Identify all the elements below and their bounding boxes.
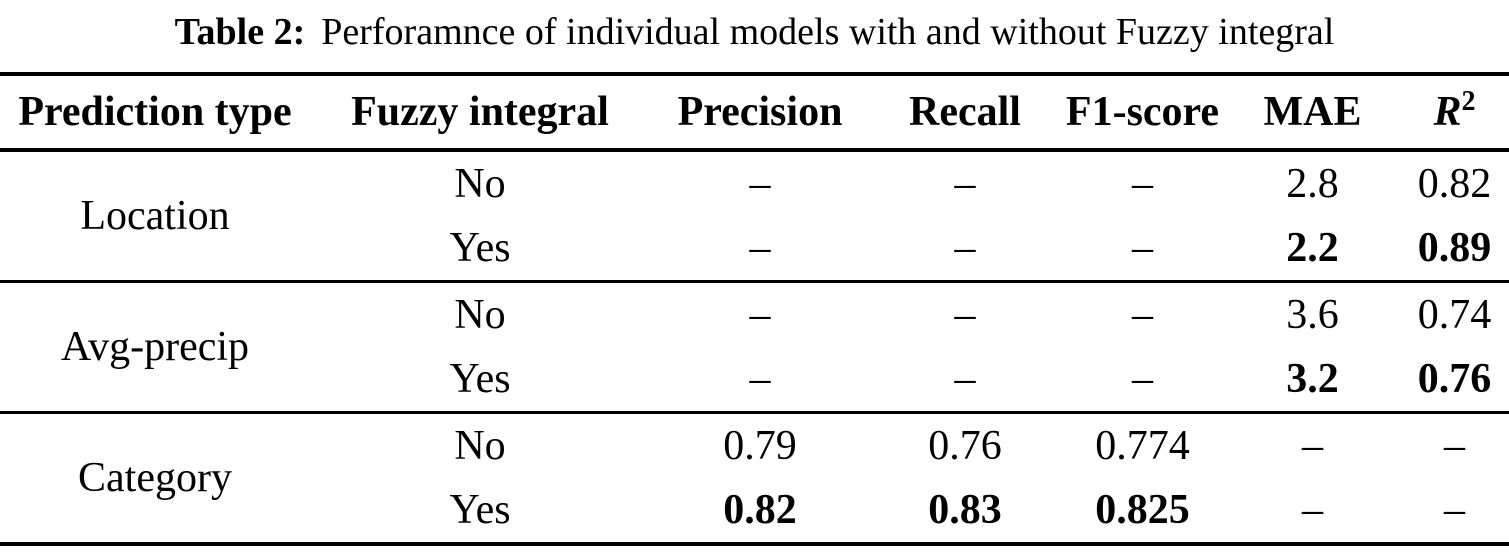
cell-fuzzy-integral: No — [454, 161, 506, 207]
r-squared-exponent: 2 — [1461, 86, 1476, 117]
column-header-prediction-type: Prediction type — [18, 89, 292, 135]
column-header-r-squared: R2 — [1400, 74, 1509, 150]
cell-recall: – — [954, 356, 976, 402]
cell-prediction-type: Avg-precip — [60, 324, 250, 370]
header-row: Prediction type Fuzzy integral Precision… — [0, 74, 1509, 150]
cell-recall: – — [954, 292, 976, 338]
cell-recall: – — [954, 225, 976, 271]
cell-mae: 2.8 — [1286, 161, 1339, 207]
cell-r-squared: 0.74 — [1417, 292, 1492, 338]
caption-label: Table 2: — [174, 11, 306, 53]
cell-f1-score: – — [1132, 292, 1153, 338]
cell-f1-score: – — [1132, 356, 1153, 402]
cell-precision: – — [749, 225, 771, 271]
group-avg-precip: Avg-precip No – – – 3.6 0.74 Yes – – – 3… — [0, 282, 1509, 413]
column-header-f1-score: F1-score — [1065, 89, 1220, 135]
cell-f1-score: – — [1132, 225, 1153, 271]
cell-prediction-type: Category — [78, 455, 232, 501]
r-squared-base: R — [1433, 89, 1462, 135]
table-row: Yes 0.82 0.83 0.825 – – — [0, 478, 1509, 544]
cell-fuzzy-integral: Yes — [449, 487, 511, 533]
table-row: Yes – – – 3.2 0.76 — [0, 347, 1509, 413]
table-caption: Table 2: Perforamnce of individual models… — [0, 0, 1509, 72]
table-header: Prediction type Fuzzy integral Precision… — [0, 74, 1509, 150]
cell-f1-score: 0.825 — [1095, 487, 1190, 533]
cell-fuzzy-integral: No — [454, 292, 506, 338]
group-category: Category No 0.79 0.76 0.774 – – Yes 0.82… — [0, 413, 1509, 545]
cell-prediction-type: Location — [80, 193, 230, 239]
column-header-precision: Precision — [677, 89, 843, 135]
column-header-recall: Recall — [909, 89, 1021, 135]
column-header-fuzzy-integral: Fuzzy integral — [351, 89, 609, 135]
cell-fuzzy-integral: No — [454, 423, 506, 469]
cell-precision: – — [749, 292, 771, 338]
cell-precision: 0.79 — [723, 423, 797, 469]
cell-mae: – — [1302, 487, 1323, 533]
cell-mae: 3.6 — [1286, 292, 1339, 338]
cell-mae: 3.2 — [1286, 356, 1339, 402]
cell-f1-score: – — [1132, 161, 1153, 207]
cell-fuzzy-integral: Yes — [449, 356, 511, 402]
cell-r-squared: 0.76 — [1417, 356, 1492, 402]
cell-precision: – — [749, 161, 771, 207]
cell-recall: – — [954, 161, 976, 207]
cell-mae: 2.2 — [1286, 225, 1339, 271]
cell-r-squared: – — [1444, 423, 1465, 469]
column-header-mae: MAE — [1263, 89, 1362, 135]
cell-recall: 0.76 — [928, 423, 1002, 469]
cell-fuzzy-integral: Yes — [449, 225, 511, 271]
cell-precision: – — [749, 356, 771, 402]
table-row: Avg-precip No – – – 3.6 0.74 — [0, 282, 1509, 370]
cell-r-squared: 0.82 — [1417, 161, 1492, 207]
table-row: Location No – – – 2.8 0.82 — [0, 150, 1509, 239]
group-location: Location No – – – 2.8 0.82 Yes – – – 2.2… — [0, 150, 1509, 282]
cell-r-squared: – — [1444, 487, 1465, 533]
table-row: Category No 0.79 0.76 0.774 – – — [0, 413, 1509, 501]
caption-text: Perforamnce of individual models with an… — [321, 11, 1335, 53]
table-row: Yes – – – 2.2 0.89 — [0, 216, 1509, 282]
cell-recall: 0.83 — [928, 487, 1002, 533]
results-table: Prediction type Fuzzy integral Precision… — [0, 72, 1509, 546]
cell-mae: – — [1302, 423, 1323, 469]
cell-r-squared: 0.89 — [1417, 225, 1492, 271]
cell-precision: 0.82 — [723, 487, 797, 533]
cell-f1-score: 0.774 — [1095, 423, 1190, 469]
